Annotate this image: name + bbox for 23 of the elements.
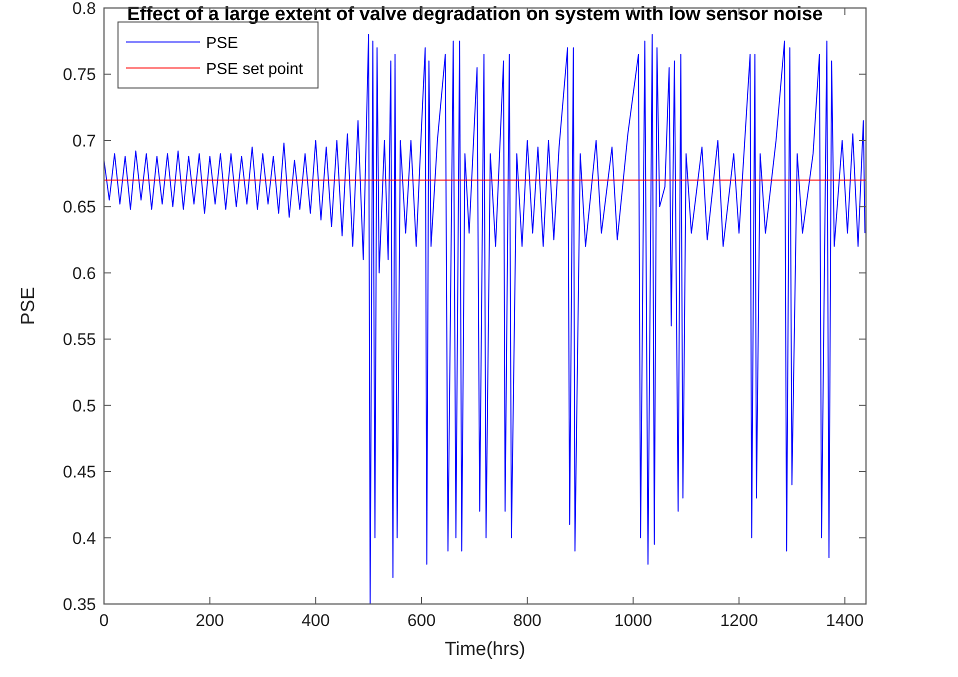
x-tick-label: 1200 xyxy=(720,611,758,630)
x-tick-label: 1000 xyxy=(614,611,652,630)
x-tick-label: 0 xyxy=(99,611,109,630)
y-tick-label: 0.55 xyxy=(62,330,96,350)
legend-label: PSE set point xyxy=(206,61,304,78)
y-tick-label: 0.75 xyxy=(62,65,96,84)
x-tick-label: 800 xyxy=(513,611,542,630)
y-tick-label: 0.4 xyxy=(72,528,96,548)
y-axis-title: PSE xyxy=(18,286,39,326)
x-axis-title: Time(hrs) xyxy=(444,639,526,660)
x-tick-label: 600 xyxy=(407,611,436,630)
legend-label: PSE xyxy=(206,35,238,52)
y-tick-label: 0.45 xyxy=(62,462,96,482)
line-series xyxy=(104,34,866,604)
y-tick-label: 0.65 xyxy=(62,198,96,217)
y-tick-label: 0.5 xyxy=(72,396,96,416)
y-tick-label: 0.7 xyxy=(72,131,96,150)
x-tick-label: 200 xyxy=(196,611,224,630)
x-tick-label: 1400 xyxy=(826,611,864,630)
y-tick-label: 0.8 xyxy=(72,0,96,18)
y-tick-label: 0.35 xyxy=(62,595,96,614)
y-tick-label: 0.6 xyxy=(72,264,96,283)
x-tick-label: 400 xyxy=(301,611,330,630)
